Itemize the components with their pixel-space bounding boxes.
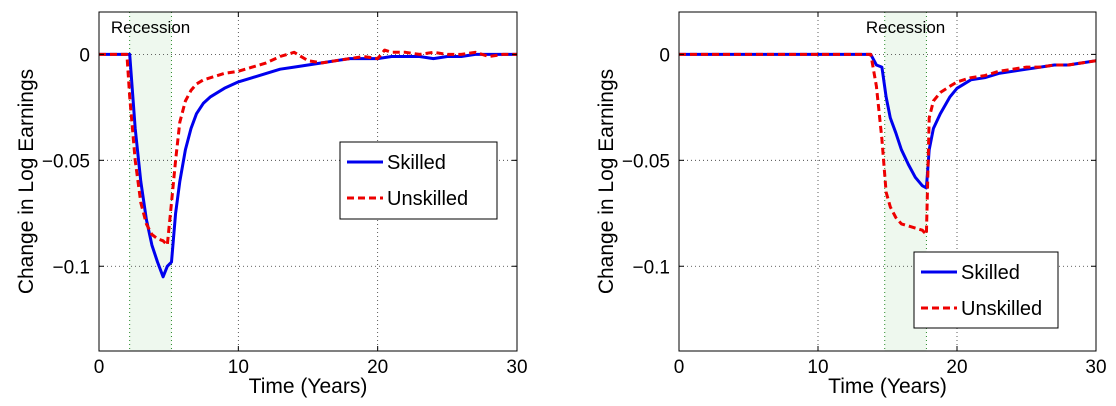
y-tick-label: −0.05: [622, 151, 670, 172]
legend-box: [339, 141, 498, 220]
recession-annotation: Recession: [866, 18, 945, 37]
x-tick-label: 30: [1085, 357, 1106, 378]
recession-annotation: Recession: [111, 18, 190, 37]
chart-panel-1: 0 10 20 30 0 −0.05 −0.1 Time (Years) Change in L…: [15, 11, 528, 398]
y-tick-label: −0.05: [42, 151, 90, 172]
chart-panel-2: 0 10 20 30 0 −0.05 −0.1 Time (Years) Change in L…: [595, 11, 1107, 398]
y-axis-label: Change in Log Earnings: [15, 69, 38, 294]
legend: Skilled Unskilled: [339, 141, 498, 220]
legend-box: [913, 251, 1059, 329]
x-axis-label: Time (Years): [828, 375, 947, 398]
legend-label-unskilled: Unskilled: [961, 298, 1042, 320]
x-tick-label: 20: [946, 357, 967, 378]
legend-label-unskilled: Unskilled: [387, 188, 468, 210]
series-line-unskilled: [679, 52, 1097, 236]
x-tick-label: 10: [228, 357, 249, 378]
y-tick-label: 0: [659, 45, 670, 66]
recession-shading: [129, 12, 172, 351]
x-tick-label: 10: [807, 357, 828, 378]
y-tick-label: −0.1: [52, 257, 90, 278]
x-tick-label: 20: [367, 357, 388, 378]
x-tick-label: 0: [674, 357, 685, 378]
legend-label-skilled: Skilled: [961, 262, 1020, 284]
legend: Skilled Unskilled: [913, 251, 1059, 329]
y-tick-label: −0.1: [632, 257, 670, 278]
x-tick-label: 0: [94, 357, 105, 378]
x-axis-label: Time (Years): [249, 375, 368, 398]
axes-frame: [98, 11, 518, 352]
axes-frame: [678, 11, 1097, 352]
x-tick-label: 30: [506, 357, 527, 378]
y-axis-label: Change in Log Earnings: [595, 69, 618, 294]
legend-label-skilled: Skilled: [387, 152, 446, 174]
series-line-skilled: [99, 52, 517, 279]
y-tick-label: 0: [79, 45, 90, 66]
